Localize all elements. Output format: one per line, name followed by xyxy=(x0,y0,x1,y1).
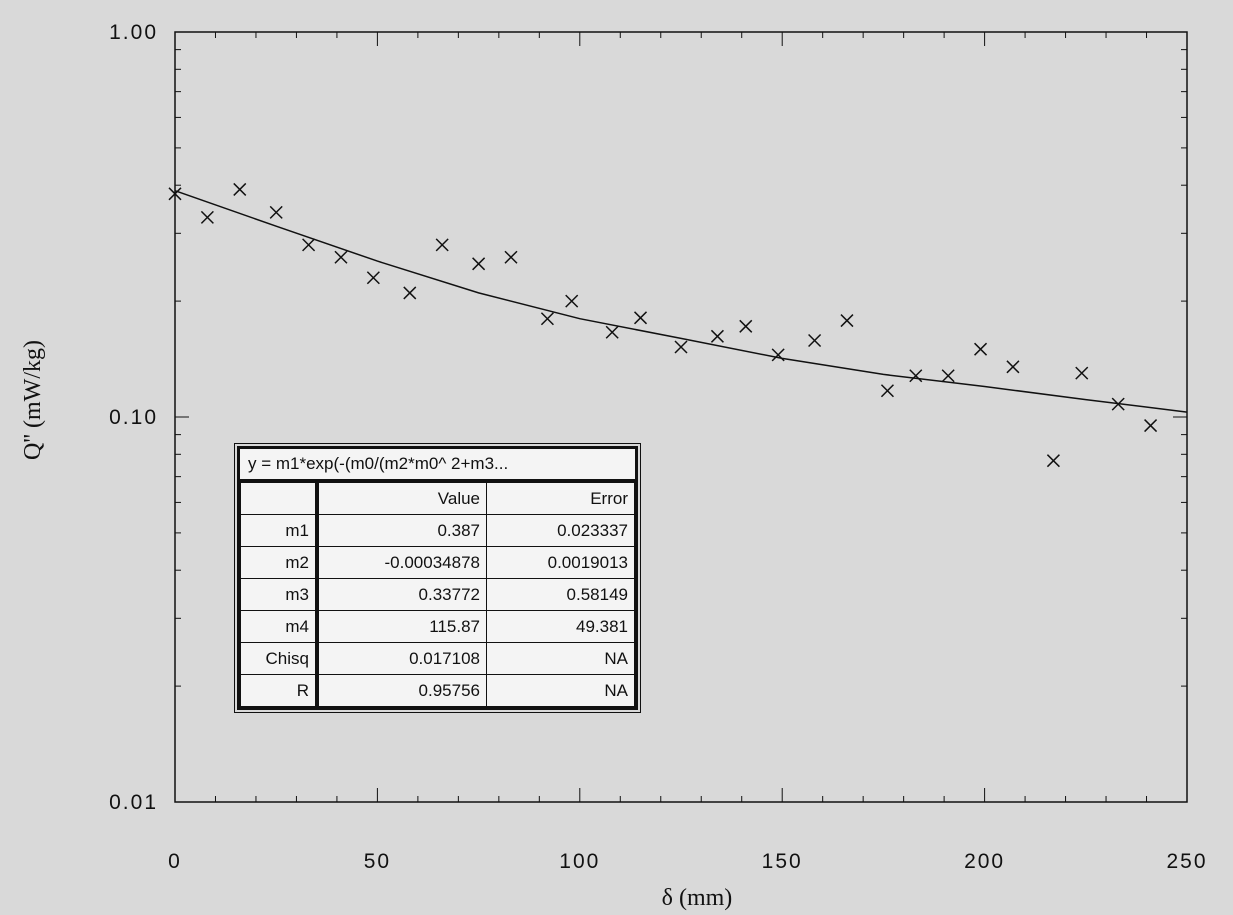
data-point xyxy=(302,238,316,252)
fit-table-cell: m2 xyxy=(240,546,319,579)
x-tick-label: 100 xyxy=(559,850,600,873)
data-point xyxy=(200,210,214,224)
fit-table-cell: 115.87 xyxy=(316,610,487,643)
data-point xyxy=(1144,419,1158,433)
fit-table-cell: m4 xyxy=(240,610,319,643)
data-point xyxy=(334,250,348,264)
data-point xyxy=(840,314,854,328)
data-point xyxy=(1075,366,1089,380)
y-axis-label: Q'' (mW/kg) xyxy=(20,340,46,460)
data-point xyxy=(674,340,688,354)
fit-results-table: Value Error m1 0.387 0.023337 m2 -0.00034878 0.… xyxy=(240,482,635,707)
fit-table-cell: 0.33772 xyxy=(316,578,487,611)
fit-table-row: Chisq 0.017108 NA xyxy=(240,642,635,675)
data-point xyxy=(605,325,619,339)
data-point xyxy=(565,294,579,308)
x-tick-labels: 0 50 100 150 200 250 xyxy=(168,850,1207,873)
fit-equation: y = m1*exp(-(m0/(m2*m0^ 2+m3... xyxy=(240,449,635,482)
data-point xyxy=(1046,454,1060,468)
fit-table-cell: m1 xyxy=(240,514,319,547)
data-point xyxy=(880,384,894,398)
data-point xyxy=(472,257,486,271)
data-point xyxy=(1111,397,1125,411)
fit-table-header-cell: Value xyxy=(316,482,487,515)
data-point xyxy=(710,329,724,343)
x-tick-label: 150 xyxy=(762,850,803,873)
fit-table-header-cell xyxy=(240,482,319,515)
data-point xyxy=(269,205,283,219)
plot-frame xyxy=(174,31,1188,803)
data-point xyxy=(739,319,753,333)
data-point xyxy=(366,271,380,285)
fit-table-cell: 0.0019013 xyxy=(486,546,635,579)
fit-table-cell: 0.387 xyxy=(316,514,487,547)
fit-table-cell: Chisq xyxy=(240,642,319,675)
y-tick-label: 0.10 xyxy=(109,406,158,429)
data-point xyxy=(633,311,648,325)
data-point xyxy=(808,333,822,348)
fit-table-cell: 0.95756 xyxy=(316,674,487,707)
fit-results-box: y = m1*exp(-(m0/(m2*m0^ 2+m3... Value Err… xyxy=(234,443,641,713)
x-tick-label: 0 xyxy=(168,850,182,873)
fit-table-cell: R xyxy=(240,674,319,707)
data-point xyxy=(1006,360,1020,374)
fit-table-row: R 0.95756 NA xyxy=(240,674,635,707)
fit-table-row: m1 0.387 0.023337 xyxy=(240,514,635,547)
fit-curve xyxy=(174,189,1188,413)
fit-table-cell: -0.00034878 xyxy=(316,546,487,579)
fit-table-cell: 0.023337 xyxy=(486,514,635,547)
fit-curve-group xyxy=(174,189,1188,413)
fit-table-cell: 0.58149 xyxy=(486,578,635,611)
fit-table-cell: NA xyxy=(486,674,635,707)
fit-table-row: m2 -0.00034878 0.0019013 xyxy=(240,546,635,579)
y-tick-label: 1.00 xyxy=(109,21,158,44)
y-tick-label: 0.01 xyxy=(109,791,158,814)
data-point xyxy=(941,369,955,383)
fit-table-header-row: Value Error xyxy=(240,482,635,515)
data-point xyxy=(435,238,449,252)
fit-table-cell: 49.381 xyxy=(486,610,635,643)
data-point xyxy=(974,342,988,356)
x-tick-label: 200 xyxy=(964,850,1005,873)
fit-table-cell: 0.017108 xyxy=(316,642,487,675)
data-point xyxy=(168,187,182,201)
y-tick-labels: 0.01 0.10 1.00 xyxy=(109,21,158,814)
fit-table-cell: m3 xyxy=(240,578,319,611)
fit-table-row: m3 0.33772 0.58149 xyxy=(240,578,635,611)
x-tick-label: 250 xyxy=(1166,850,1207,873)
fit-table-cell: NA xyxy=(486,642,635,675)
data-point xyxy=(403,286,417,300)
x-axis-label: δ (mm) xyxy=(662,885,733,911)
data-point xyxy=(771,348,785,362)
data-points xyxy=(168,182,1158,468)
data-point xyxy=(540,312,554,326)
data-point xyxy=(909,369,923,383)
fit-table-row: m4 115.87 49.381 xyxy=(240,610,635,643)
data-point xyxy=(504,250,518,264)
x-tick-label: 50 xyxy=(364,850,391,873)
data-point xyxy=(233,182,247,196)
fit-table-header-cell: Error xyxy=(486,482,635,515)
